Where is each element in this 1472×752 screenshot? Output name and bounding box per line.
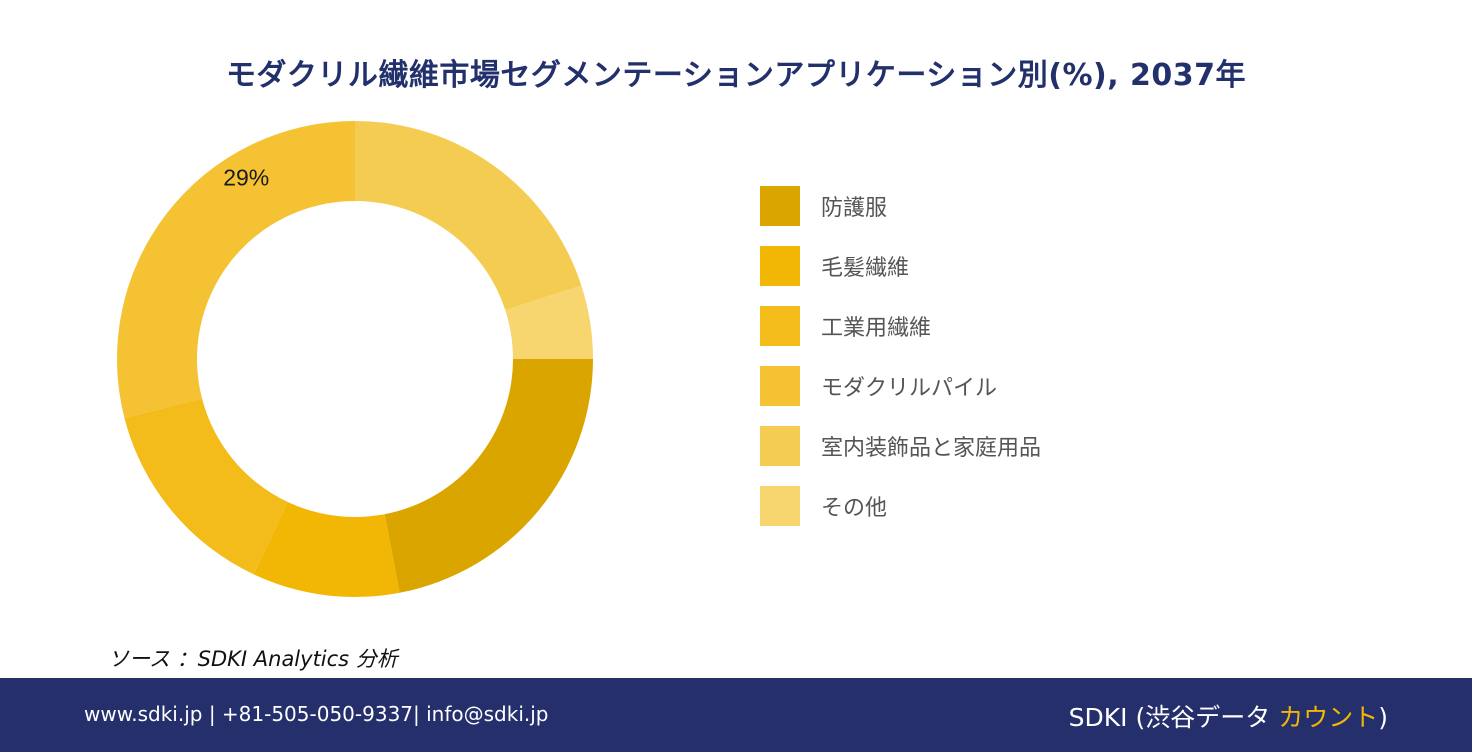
data-label-3: 29%: [223, 164, 269, 190]
legend-item-other: その他: [760, 486, 1041, 526]
chart-legend: 防護服 毛髪繊維 工業用繊維 モダクリルパイル 室内装飾品と家庭用品 その他: [760, 186, 1041, 546]
footer-brand: SDKI (渋谷データ カウント): [1069, 698, 1388, 734]
footer-bar: www.sdki.jp | +81-505-050-9337| info@sdk…: [0, 678, 1472, 752]
brand-accent: カウント: [1278, 703, 1379, 732]
legend-label: その他: [821, 496, 888, 521]
legend-swatch: [760, 246, 800, 286]
legend-swatch: [760, 366, 800, 406]
legend-label: モダクリルパイル: [821, 376, 998, 401]
source-note: ソース ：SDKI Analytics 分析: [108, 647, 398, 671]
legend-swatch: [760, 306, 800, 346]
donut-slice-4: [355, 121, 582, 311]
legend-item-upholstery-home: 室内装飾品と家庭用品: [760, 426, 1041, 466]
legend-item-protective-clothing: 防護服: [760, 186, 1041, 226]
legend-label: 工業用繊維: [821, 316, 932, 341]
legend-swatch: [760, 426, 800, 466]
legend-swatch: [760, 486, 800, 526]
legend-label: 毛髪繊維: [821, 256, 910, 281]
legend-label: 防護服: [821, 196, 888, 221]
donut-slice-2: [124, 398, 288, 575]
legend-item-industrial-fiber: 工業用繊維: [760, 306, 1041, 346]
chart-title: モダクリル繊維市場セグメンテーションアプリケーション別(%), 2037年: [225, 58, 1247, 93]
donut-data-labels: 29%: [223, 164, 269, 190]
legend-swatch: [760, 186, 800, 226]
brand-prefix: SDKI (渋谷データ: [1068, 703, 1279, 732]
brand-suffix: ): [1378, 703, 1388, 732]
donut-slice-0: [384, 359, 593, 593]
donut-slice-3: [116, 120, 355, 419]
donut-slice-5: [505, 285, 593, 359]
legend-label: 室内装飾品と家庭用品: [821, 436, 1042, 461]
footer-contact: www.sdki.jp | +81-505-050-9337| info@sdk…: [84, 702, 549, 726]
donut-slice-1: [253, 501, 400, 597]
legend-item-modacrylic-pile: モダクリルパイル: [760, 366, 1041, 406]
legend-item-hair-fiber: 毛髪繊維: [760, 246, 1041, 286]
donut-slices: [116, 120, 593, 597]
